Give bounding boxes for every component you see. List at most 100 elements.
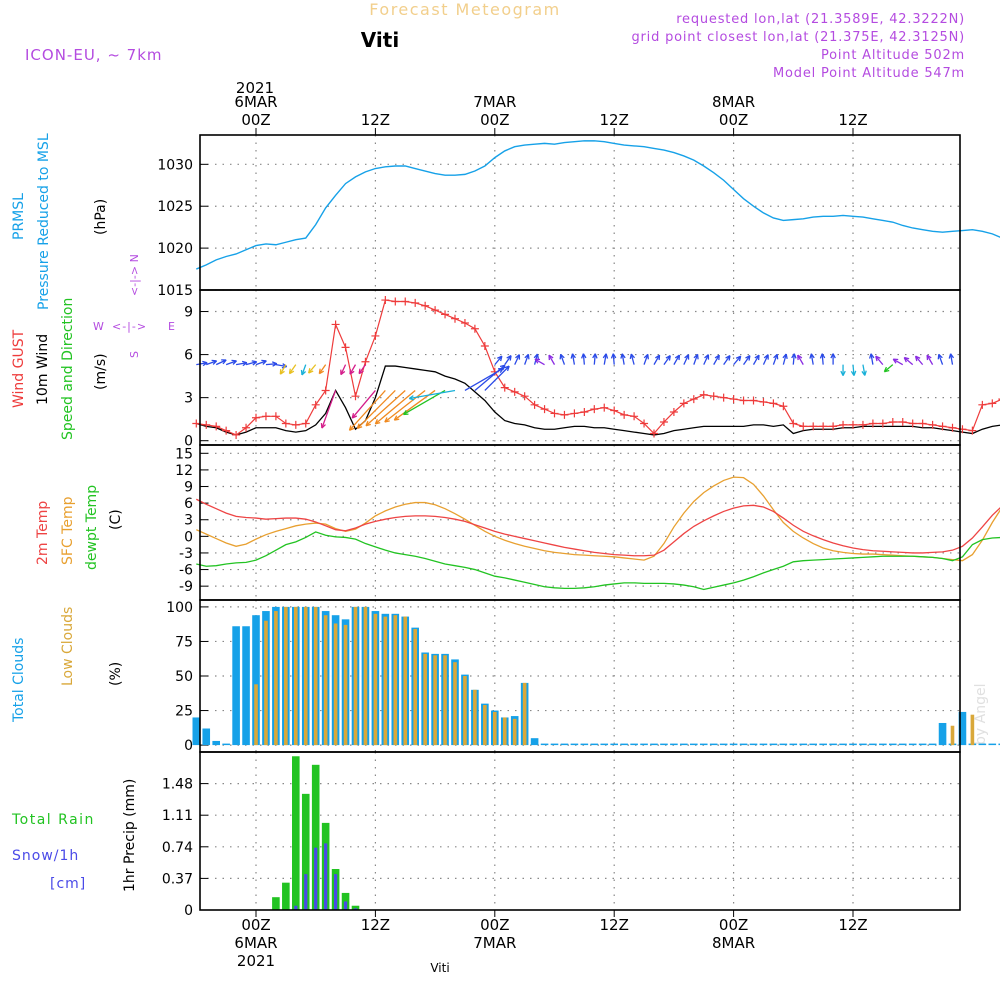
wind-dir-head <box>211 359 218 365</box>
gust-marker <box>918 419 927 428</box>
wind-dir-shaft <box>797 354 804 365</box>
wind-dir-head <box>300 369 307 376</box>
wind-dir-arrow <box>356 390 396 429</box>
wind-dir-shaft <box>474 364 506 391</box>
wind-dir-shaft <box>903 357 914 366</box>
low-cloud-bar <box>413 629 417 746</box>
t2m-line <box>196 498 1000 557</box>
wind-dir-head <box>408 395 415 401</box>
ytick-label: 3 <box>184 513 193 529</box>
wind-dir-shaft <box>409 389 456 400</box>
gust-marker <box>341 343 350 352</box>
gust-marker <box>779 402 788 411</box>
wind-dir-head <box>735 355 742 362</box>
wind-dir-arrow <box>772 353 779 365</box>
gust-marker <box>441 310 450 319</box>
wind-dir-head <box>926 354 932 361</box>
bottom-xtick-label: 12Z <box>838 916 867 934</box>
wind-dir-arrow <box>300 364 307 376</box>
wind-dir-arrow <box>340 364 347 376</box>
wind-dir-shaft <box>265 363 277 366</box>
wind-dir-arrow <box>255 359 267 366</box>
wind-dir-arrow <box>524 353 530 365</box>
wind-dir-shaft <box>949 353 954 365</box>
total-cloud-bar <box>779 743 788 746</box>
rain-bar <box>351 905 360 910</box>
gridpoint-lonlat: grid point closest lon,lat (21.375E, 42.… <box>631 30 965 45</box>
gust-marker <box>968 426 977 435</box>
gust-marker <box>411 298 420 307</box>
ytick-label: 100 <box>166 600 193 616</box>
gust-marker <box>391 297 400 306</box>
wind-dir-head <box>745 355 751 361</box>
wind-dir-shaft <box>892 358 904 366</box>
low-cloud-bar <box>463 676 467 746</box>
wind-dir-head <box>340 369 346 376</box>
gust-marker <box>261 412 270 421</box>
wind-dir-shaft <box>384 389 426 423</box>
gust-marker <box>421 301 430 310</box>
wind-dir-arrow <box>349 364 357 375</box>
wind-dir-head <box>320 423 326 429</box>
wind-dir-arrow <box>875 355 884 366</box>
wind-dir-shaft <box>883 364 894 373</box>
panel-frame-temp <box>199 444 961 601</box>
low-cloud-bar <box>473 689 477 746</box>
wind-dir-head <box>684 354 690 360</box>
top-xtick-label: 00Z <box>719 111 748 129</box>
wind-dir-shaft <box>196 362 208 366</box>
wind-dir-shaft <box>593 353 596 365</box>
wind-dir-arrow <box>307 364 317 374</box>
wind-dir-shaft <box>630 353 635 365</box>
bottom-xtick-label: 12Z <box>361 916 390 934</box>
wind-dir-head <box>202 360 208 367</box>
total-cloud-bar <box>192 717 201 746</box>
wind-dir-shaft <box>653 354 661 365</box>
wind-dir-shaft <box>358 364 366 375</box>
ytick-label: 0 <box>184 738 193 754</box>
gust-marker <box>610 406 619 415</box>
bottom-xtick-label: 12Z <box>600 916 629 934</box>
wind-dir-head <box>620 353 626 359</box>
gust-marker <box>271 412 280 421</box>
total-cloud-bar <box>849 743 857 746</box>
wind-dir-head <box>351 413 358 419</box>
wind-dir-arrow <box>850 364 857 376</box>
ytick-label: 75 <box>175 634 193 650</box>
wind-dir-shaft <box>852 364 855 376</box>
wind-dir-head <box>892 358 899 364</box>
wind-dir-arrow <box>548 354 556 365</box>
top-xtick-label: 6MAR <box>234 93 277 111</box>
wind-dir-shaft <box>752 354 760 365</box>
gust-marker <box>371 331 380 340</box>
wind-dir-arrow <box>782 353 788 365</box>
wind-dir-shaft <box>870 353 874 365</box>
total-cloud-bar <box>232 626 240 746</box>
ytick-label: 12 <box>175 463 193 479</box>
snow-bar <box>304 874 308 910</box>
low-cloud-bar <box>373 613 378 746</box>
snow-bar <box>353 908 358 910</box>
panel-wind: 0 3 6 9 <box>184 290 960 450</box>
wind-dir-head <box>773 353 779 360</box>
wind-dir-head <box>629 353 636 360</box>
total-cloud-bar <box>202 728 211 746</box>
wind-dir-head <box>819 353 826 359</box>
total-cloud-bar <box>620 743 628 746</box>
low-cloud-bar <box>393 615 398 746</box>
wind-dir-arrow <box>196 360 208 367</box>
wind-dir-shaft <box>733 355 742 366</box>
total-cloud-bar <box>590 743 599 746</box>
total-cloud-bar <box>660 743 668 746</box>
wind-dir-head <box>251 360 258 366</box>
wind-dir-head <box>279 369 285 375</box>
gust-marker <box>520 392 529 401</box>
total-cloud-bar <box>610 743 618 746</box>
wind-dir-shaft <box>810 353 814 365</box>
gust-marker <box>948 423 957 432</box>
wind-dir-shaft <box>862 364 866 376</box>
low-cloud-bar <box>274 611 278 746</box>
gust-marker <box>202 420 211 429</box>
wind-dir-shaft <box>762 354 769 365</box>
low-cloud-bar <box>353 606 358 746</box>
